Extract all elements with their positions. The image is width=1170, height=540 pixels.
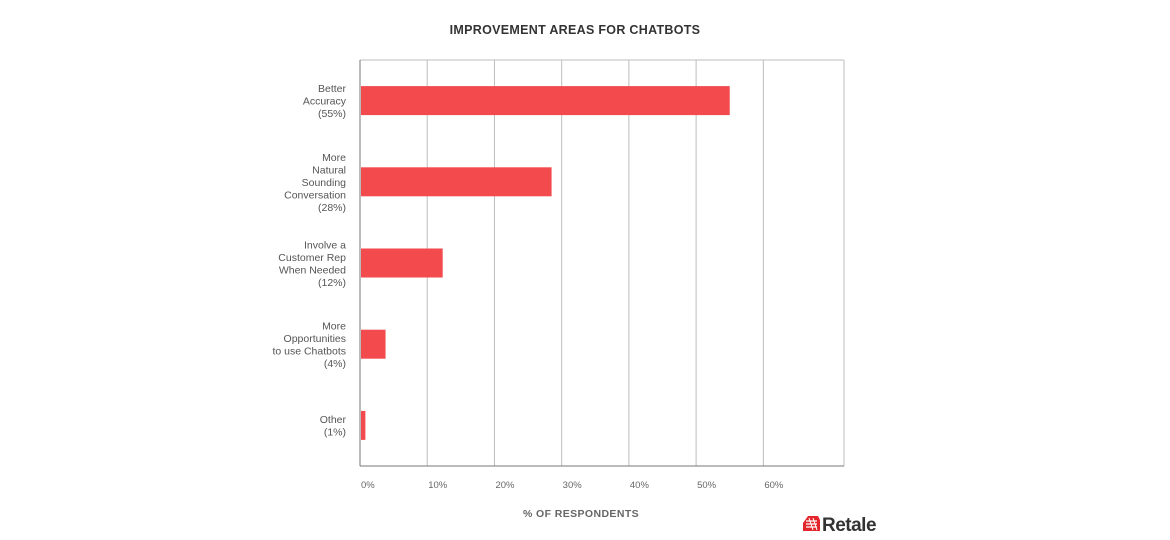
x-tick-label: 30% <box>563 480 583 491</box>
category-label-line: (4%) <box>324 358 346 370</box>
category-label-line: (28%) <box>318 202 346 214</box>
x-axis-label: % OF RESPONDENTS <box>523 508 639 520</box>
category-labels: Better Accuracy (55%)More Natural Sounding Co… <box>272 83 346 439</box>
category-label-line: More <box>322 152 346 164</box>
bar <box>361 167 552 197</box>
bars <box>361 86 730 440</box>
bar <box>361 329 386 359</box>
x-tick-label: 50% <box>697 480 717 491</box>
category-label: Involve a Customer Rep When Needed (12%) <box>278 239 346 289</box>
category-label-line: (12%) <box>318 277 346 289</box>
category-label: Better Accuracy (55%) <box>303 83 347 120</box>
grid-lines <box>359 59 845 467</box>
x-tick-labels: 0% 10% 20% 30% 40% 50% 60% <box>361 480 784 491</box>
category-label-line: (55%) <box>318 108 346 120</box>
category-label-line: Accuracy <box>303 96 347 108</box>
category-label: More Natural Sounding Conversation (28%) <box>284 152 346 214</box>
category-label-line: (1%) <box>324 427 346 439</box>
category-label-line: When Needed <box>279 264 346 276</box>
category-label-line: Involve a <box>304 239 346 251</box>
x-tick-label: 10% <box>428 480 448 491</box>
brand-logo: Retale <box>803 515 877 536</box>
category-label-line: Opportunities <box>284 333 346 345</box>
category-label-line: to use Chatbots <box>272 345 346 357</box>
category-label-line: Better <box>318 83 347 95</box>
category-label-line: Customer Rep <box>278 252 346 264</box>
category-label-line: Other <box>320 414 347 426</box>
category-label: More Opportunities to use Chatbots (4%) <box>272 320 346 370</box>
bar <box>361 86 730 116</box>
x-tick-label: 40% <box>630 480 650 491</box>
brand-name: Retale <box>822 515 876 536</box>
basket-icon <box>803 516 820 531</box>
category-label-line: Conversation <box>284 189 346 201</box>
x-tick-label: 20% <box>495 480 515 491</box>
x-tick-label: 0% <box>361 480 375 491</box>
category-label-line: More <box>322 320 346 332</box>
category-label: Other (1%) <box>320 414 347 439</box>
chart-title: IMPROVEMENT AREAS FOR CHATBOTS <box>450 23 701 37</box>
x-tick-label: 60% <box>764 480 784 491</box>
category-label-line: Sounding <box>302 177 347 189</box>
bar <box>361 248 443 278</box>
bar <box>361 410 366 440</box>
category-label-line: Natural <box>312 164 346 176</box>
